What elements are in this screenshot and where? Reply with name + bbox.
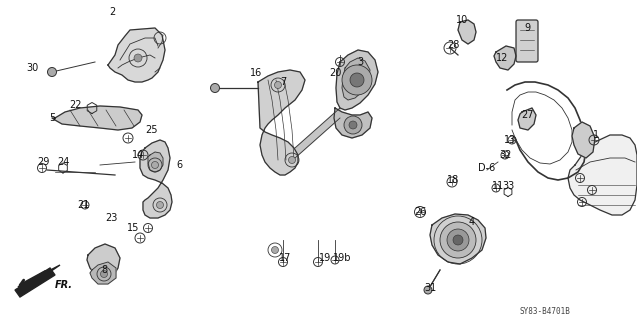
Circle shape (271, 246, 278, 253)
Text: 8: 8 (101, 265, 107, 275)
Polygon shape (295, 108, 340, 158)
Text: 11: 11 (492, 181, 504, 191)
Text: 27: 27 (522, 110, 534, 120)
Circle shape (350, 73, 364, 87)
Polygon shape (518, 108, 536, 130)
Circle shape (134, 54, 142, 62)
Circle shape (101, 270, 108, 277)
Text: 29: 29 (37, 157, 49, 167)
Text: 28: 28 (447, 40, 459, 50)
Circle shape (289, 156, 296, 164)
Text: 10: 10 (456, 15, 468, 25)
Text: 2: 2 (109, 7, 115, 17)
FancyBboxPatch shape (516, 20, 538, 62)
Circle shape (275, 82, 282, 89)
Polygon shape (494, 46, 516, 70)
Polygon shape (458, 20, 476, 44)
Circle shape (48, 68, 57, 76)
Text: 21: 21 (77, 200, 89, 210)
Polygon shape (258, 70, 305, 175)
Text: 5: 5 (49, 113, 55, 123)
Text: 23: 23 (105, 213, 117, 223)
Polygon shape (52, 106, 142, 130)
Text: FR.: FR. (55, 280, 73, 290)
Polygon shape (336, 50, 378, 110)
Text: 25: 25 (146, 125, 158, 135)
Polygon shape (568, 135, 637, 215)
Polygon shape (572, 122, 595, 158)
Circle shape (157, 202, 164, 209)
Polygon shape (342, 58, 370, 100)
Text: 9: 9 (524, 23, 530, 33)
Text: 19: 19 (319, 253, 331, 263)
Polygon shape (334, 108, 372, 138)
Circle shape (342, 65, 372, 95)
Text: 20: 20 (329, 68, 341, 78)
Text: 15: 15 (127, 223, 140, 233)
Circle shape (447, 229, 469, 251)
Text: 33: 33 (502, 181, 514, 191)
Circle shape (152, 162, 159, 169)
Polygon shape (87, 244, 120, 282)
Polygon shape (15, 268, 55, 297)
Text: 31: 31 (424, 283, 436, 293)
Text: 16: 16 (250, 68, 262, 78)
Text: 14: 14 (132, 150, 144, 160)
Text: 1: 1 (593, 130, 599, 140)
Text: SY83-B4701B: SY83-B4701B (520, 308, 571, 316)
Circle shape (210, 84, 220, 92)
Text: 7: 7 (280, 77, 286, 87)
Polygon shape (90, 262, 116, 284)
Text: 19b: 19b (333, 253, 351, 263)
Text: 30: 30 (26, 63, 38, 73)
Text: 6: 6 (176, 160, 182, 170)
Text: 24: 24 (57, 157, 69, 167)
Polygon shape (108, 28, 165, 82)
Polygon shape (140, 140, 172, 218)
Text: 13: 13 (504, 135, 516, 145)
Text: 26: 26 (414, 207, 426, 217)
Text: 12: 12 (496, 53, 508, 63)
Polygon shape (430, 214, 486, 264)
Text: 18: 18 (447, 175, 459, 185)
Text: 17: 17 (279, 253, 291, 263)
Text: 32: 32 (500, 150, 512, 160)
Text: D-6: D-6 (478, 163, 496, 173)
Circle shape (453, 235, 463, 245)
Circle shape (424, 286, 432, 294)
Circle shape (349, 121, 357, 129)
Text: 4: 4 (469, 217, 475, 227)
Circle shape (440, 222, 476, 258)
Circle shape (344, 116, 362, 134)
Polygon shape (148, 152, 163, 172)
Text: 3: 3 (357, 57, 363, 67)
Polygon shape (18, 265, 60, 287)
Text: 22: 22 (69, 100, 82, 110)
